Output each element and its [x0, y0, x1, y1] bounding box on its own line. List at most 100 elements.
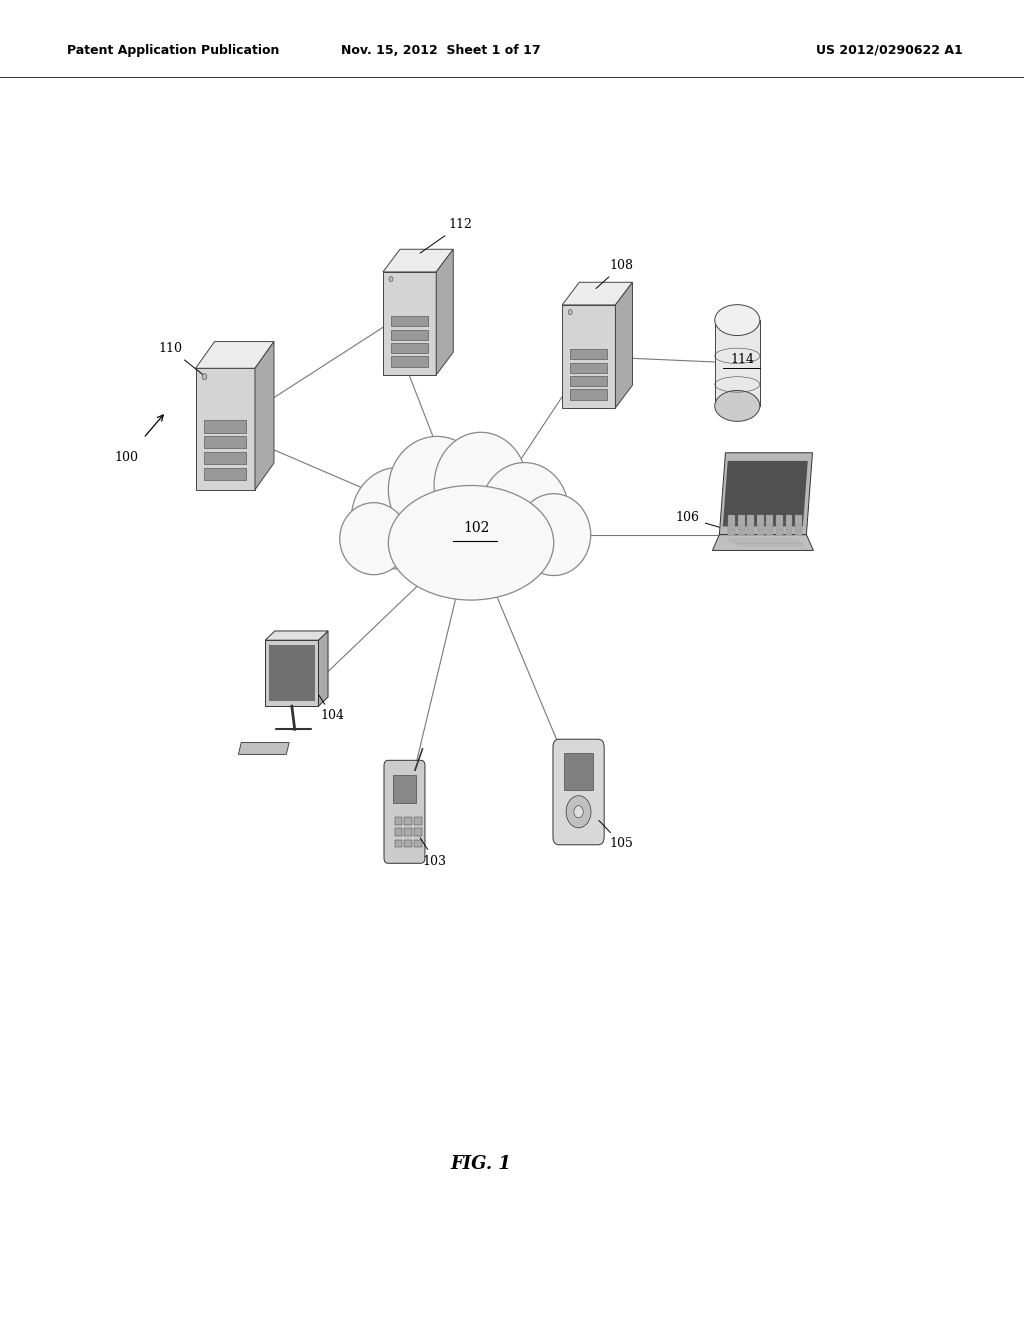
- Bar: [728, 520, 735, 531]
- Ellipse shape: [481, 462, 568, 557]
- Bar: [391, 356, 428, 367]
- Bar: [415, 817, 422, 825]
- Text: 103: 103: [420, 838, 446, 867]
- Text: 105: 105: [599, 821, 633, 850]
- Bar: [785, 520, 793, 531]
- Ellipse shape: [351, 467, 444, 569]
- Bar: [785, 515, 793, 525]
- Bar: [785, 525, 793, 536]
- Ellipse shape: [434, 433, 527, 539]
- FancyBboxPatch shape: [384, 760, 425, 863]
- Bar: [394, 840, 401, 847]
- Polygon shape: [265, 640, 318, 706]
- Bar: [205, 421, 246, 433]
- Circle shape: [566, 796, 591, 828]
- Circle shape: [389, 277, 393, 281]
- Ellipse shape: [388, 437, 485, 543]
- Ellipse shape: [715, 305, 760, 335]
- Polygon shape: [265, 631, 328, 640]
- Bar: [795, 525, 802, 536]
- Polygon shape: [318, 631, 328, 706]
- Ellipse shape: [351, 467, 444, 569]
- Ellipse shape: [481, 462, 568, 557]
- Bar: [564, 752, 593, 791]
- Polygon shape: [383, 272, 436, 375]
- Bar: [728, 525, 735, 536]
- Bar: [795, 515, 802, 525]
- Bar: [757, 520, 764, 531]
- Ellipse shape: [340, 503, 408, 574]
- Bar: [748, 520, 754, 531]
- Bar: [415, 840, 422, 847]
- Ellipse shape: [388, 486, 554, 601]
- Text: 108: 108: [596, 259, 633, 289]
- Polygon shape: [562, 305, 615, 408]
- Polygon shape: [436, 249, 454, 375]
- Bar: [570, 389, 607, 400]
- Bar: [766, 525, 773, 536]
- Bar: [205, 467, 246, 480]
- Bar: [766, 515, 773, 525]
- Polygon shape: [255, 342, 274, 490]
- Ellipse shape: [340, 503, 408, 574]
- Bar: [748, 525, 754, 536]
- Bar: [394, 817, 401, 825]
- Bar: [757, 525, 764, 536]
- Ellipse shape: [715, 391, 760, 421]
- Bar: [737, 525, 744, 536]
- Polygon shape: [383, 249, 454, 272]
- Polygon shape: [615, 282, 633, 408]
- Bar: [737, 520, 744, 531]
- Text: FIG. 1: FIG. 1: [451, 1155, 512, 1173]
- Polygon shape: [269, 645, 314, 701]
- Bar: [570, 376, 607, 387]
- Text: Nov. 15, 2012  Sheet 1 of 17: Nov. 15, 2012 Sheet 1 of 17: [341, 44, 540, 57]
- Bar: [748, 515, 754, 525]
- Bar: [391, 330, 428, 339]
- Bar: [757, 515, 764, 525]
- Ellipse shape: [408, 490, 535, 579]
- Circle shape: [573, 805, 584, 818]
- FancyBboxPatch shape: [553, 739, 604, 845]
- Bar: [776, 520, 783, 531]
- Bar: [392, 775, 417, 803]
- Bar: [391, 343, 428, 354]
- Text: 110: 110: [159, 342, 203, 375]
- Polygon shape: [719, 453, 812, 535]
- Bar: [795, 520, 802, 531]
- Polygon shape: [562, 282, 633, 305]
- Ellipse shape: [388, 486, 554, 601]
- Bar: [728, 515, 735, 525]
- Bar: [205, 451, 246, 465]
- Polygon shape: [723, 461, 808, 527]
- Circle shape: [568, 310, 572, 314]
- Text: 104: 104: [318, 696, 344, 722]
- Bar: [404, 817, 412, 825]
- Circle shape: [202, 374, 207, 380]
- Bar: [570, 363, 607, 372]
- Bar: [776, 525, 783, 536]
- Bar: [776, 515, 783, 525]
- Ellipse shape: [434, 433, 527, 539]
- Bar: [766, 520, 773, 531]
- Text: 112: 112: [420, 218, 472, 253]
- Text: 100: 100: [115, 451, 138, 465]
- Text: 102: 102: [463, 521, 489, 535]
- Bar: [737, 515, 744, 525]
- Bar: [205, 437, 246, 449]
- Text: 106: 106: [676, 511, 719, 527]
- Polygon shape: [713, 535, 813, 550]
- Polygon shape: [196, 368, 255, 490]
- Text: 114: 114: [730, 352, 755, 366]
- Ellipse shape: [517, 494, 591, 576]
- Polygon shape: [715, 321, 760, 407]
- Text: US 2012/0290622 A1: US 2012/0290622 A1: [816, 44, 963, 57]
- Bar: [404, 840, 412, 847]
- Bar: [404, 829, 412, 836]
- Text: Patent Application Publication: Patent Application Publication: [67, 44, 279, 57]
- Ellipse shape: [388, 437, 485, 543]
- Bar: [394, 829, 401, 836]
- Ellipse shape: [517, 494, 591, 576]
- Polygon shape: [196, 342, 274, 368]
- Polygon shape: [239, 742, 289, 755]
